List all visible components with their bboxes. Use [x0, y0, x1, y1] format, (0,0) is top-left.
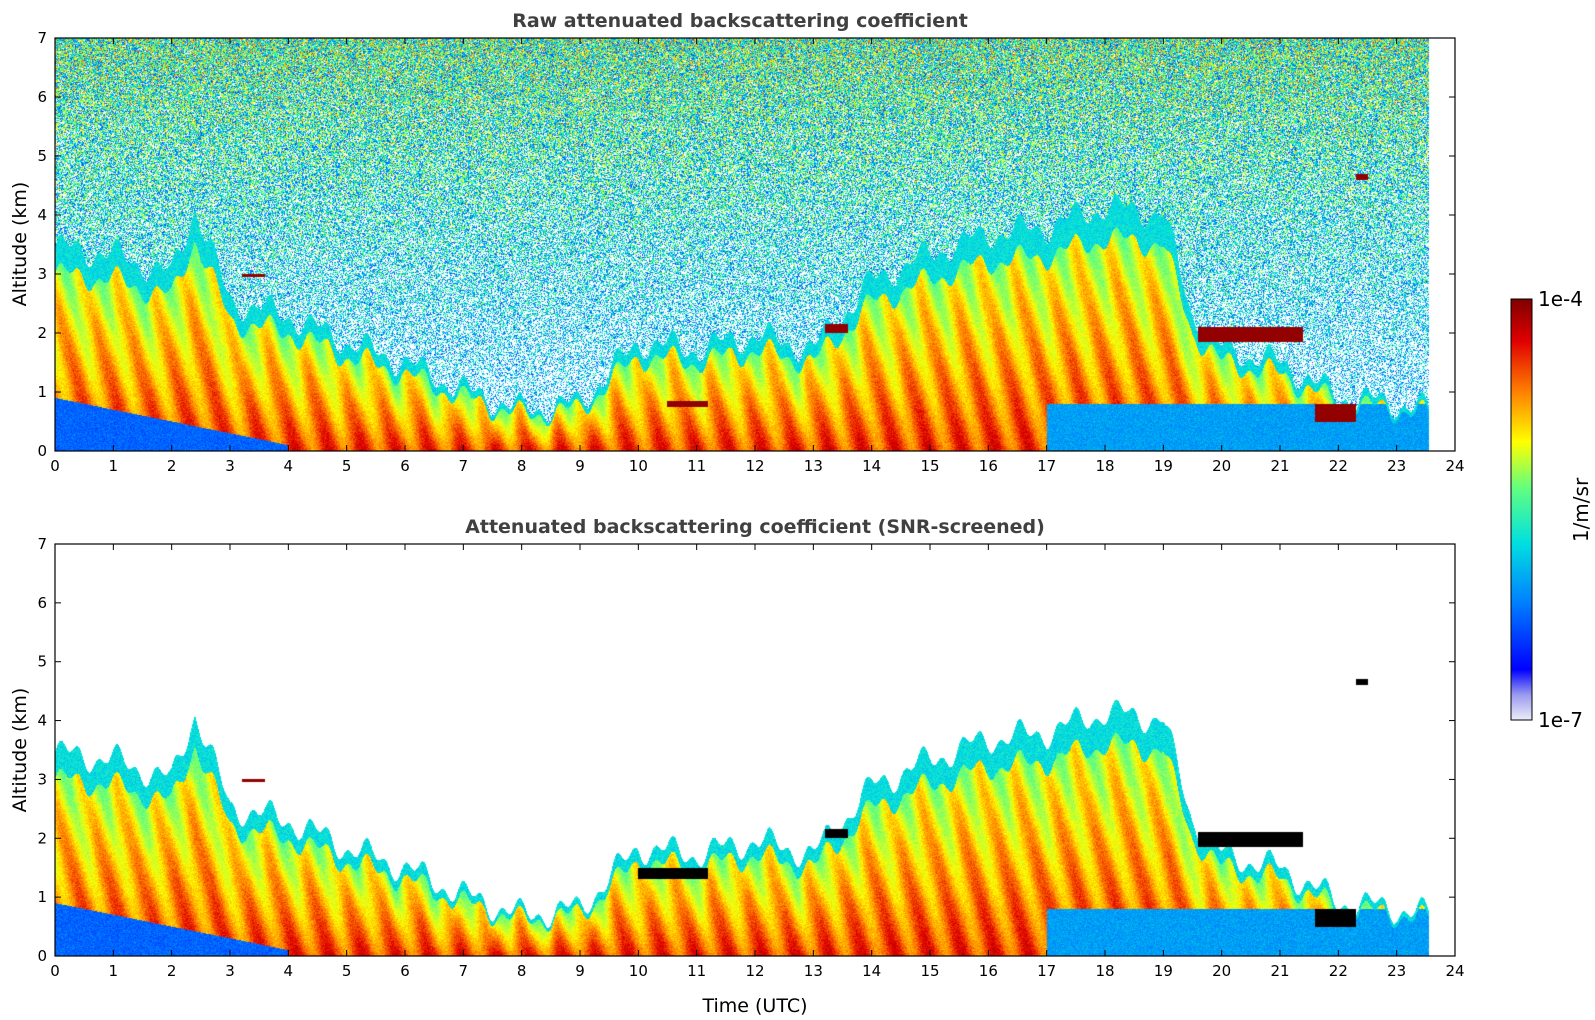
colorbar: 1e-4 1e-7 1/m/sr — [1510, 287, 1593, 732]
panel-raw: Raw attenuated backscattering coefficien… — [9, 10, 1465, 475]
x-tick-label: 14 — [862, 457, 881, 475]
x-tick-label: 18 — [1095, 962, 1114, 980]
x-tick-label: 15 — [920, 457, 939, 475]
x-tick-label: 1 — [109, 457, 119, 475]
x-tick-label: 23 — [1387, 962, 1406, 980]
x-tick-label: 5 — [342, 457, 352, 475]
y-tick-label: 7 — [37, 29, 47, 47]
y-tick-label: 6 — [37, 594, 47, 612]
x-tick-label: 16 — [979, 962, 998, 980]
x-tick-label: 15 — [920, 962, 939, 980]
colorbar-gradient — [1510, 298, 1533, 721]
x-tick-label: 18 — [1095, 457, 1114, 475]
x-tick-label: 12 — [745, 962, 764, 980]
x-tick-label: 8 — [517, 457, 527, 475]
x-tick-label: 16 — [979, 457, 998, 475]
panel-raw-ticks: 0 1 2 3 4 5 6 7 8 9 10 11 12 13 14 15 16 17 18 19 20 21 22 23 24… — [37, 29, 1464, 475]
x-tick-label: 1 — [109, 962, 119, 980]
x-tick-label: 13 — [804, 962, 823, 980]
y-tick-label: 2 — [37, 829, 47, 847]
y-tick-label: 5 — [37, 147, 47, 165]
x-tick-label: 4 — [284, 457, 294, 475]
x-tick-label: 24 — [1445, 962, 1464, 980]
panel-screened: Attenuated backscattering coefficient (S… — [9, 516, 1465, 1017]
x-tick-label: 21 — [1270, 457, 1289, 475]
x-tick-label: 10 — [629, 457, 648, 475]
x-tick-label: 24 — [1445, 457, 1464, 475]
x-tick-label: 3 — [225, 457, 235, 475]
x-tick-label: 2 — [167, 962, 177, 980]
x-tick-label: 7 — [459, 962, 469, 980]
x-tick-label: 3 — [225, 962, 235, 980]
x-tick-label: 14 — [862, 962, 881, 980]
panel-screened-plot-area — [55, 544, 1455, 956]
x-tick-label: 20 — [1212, 457, 1231, 475]
y-tick-label: 5 — [37, 653, 47, 671]
colorbar-unit-label: 1/m/sr — [1569, 477, 1593, 542]
x-tick-label: 8 — [517, 962, 527, 980]
x-tick-label: 19 — [1154, 962, 1173, 980]
panel-raw-plot-area — [55, 38, 1455, 451]
x-tick-label: 11 — [687, 962, 706, 980]
x-tick-label: 17 — [1037, 457, 1056, 475]
x-tick-label: 10 — [629, 962, 648, 980]
colorbar-max-label: 1e-4 — [1538, 287, 1583, 311]
x-tick-label: 21 — [1270, 962, 1289, 980]
x-tick-label: 4 — [284, 962, 294, 980]
x-tick-label: 6 — [400, 962, 410, 980]
y-tick-label: 4 — [37, 206, 47, 224]
x-tick-label: 6 — [400, 457, 410, 475]
x-tick-label: 9 — [575, 457, 585, 475]
x-tick-label: 19 — [1154, 457, 1173, 475]
x-tick-label: 22 — [1329, 962, 1348, 980]
panel-screened-title: Attenuated backscattering coefficient (S… — [465, 516, 1045, 538]
panel-raw-ylabel: Altitude (km) — [9, 182, 31, 307]
y-tick-label: 3 — [37, 265, 47, 283]
y-tick-label: 0 — [37, 442, 47, 460]
x-tick-label: 17 — [1037, 962, 1056, 980]
x-tick-label: 0 — [50, 457, 60, 475]
x-tick-label: 22 — [1329, 457, 1348, 475]
x-tick-label: 5 — [342, 962, 352, 980]
panel-screened-ylabel: Altitude (km) — [9, 688, 31, 813]
y-tick-label: 4 — [37, 712, 47, 730]
y-tick-label: 1 — [37, 888, 47, 906]
x-tick-label: 23 — [1387, 457, 1406, 475]
panel-screened-xlabel: Time (UTC) — [701, 995, 807, 1017]
x-tick-label: 12 — [745, 457, 764, 475]
x-tick-label: 2 — [167, 457, 177, 475]
y-tick-label: 7 — [37, 535, 47, 553]
x-tick-label: 0 — [50, 962, 60, 980]
x-tick-label: 11 — [687, 457, 706, 475]
y-tick-label: 6 — [37, 88, 47, 106]
panel-screened-ticks: 0 1 2 3 4 5 6 7 8 9 10 11 12 13 14 15 16 17 18 19 20 21 22 23 24… — [37, 535, 1464, 980]
x-tick-label: 20 — [1212, 962, 1231, 980]
y-tick-label: 3 — [37, 770, 47, 788]
y-tick-label: 0 — [37, 947, 47, 965]
y-tick-label: 1 — [37, 383, 47, 401]
x-tick-label: 7 — [459, 457, 469, 475]
x-tick-label: 9 — [575, 962, 585, 980]
y-tick-label: 2 — [37, 324, 47, 342]
panel-raw-title: Raw attenuated backscattering coefficien… — [512, 10, 968, 32]
colorbar-min-label: 1e-7 — [1538, 708, 1583, 732]
x-tick-label: 13 — [804, 457, 823, 475]
